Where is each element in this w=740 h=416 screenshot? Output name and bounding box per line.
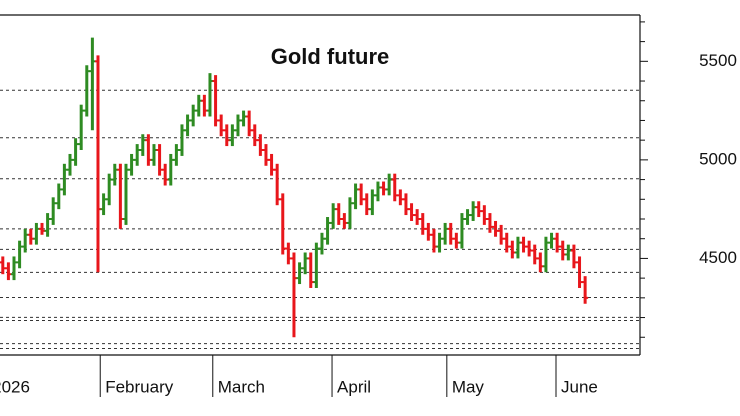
x-tick-label: February xyxy=(105,377,174,396)
x-tick-label: March xyxy=(218,377,265,396)
y-tick-label: 5500 xyxy=(699,51,737,70)
chart-title: Gold future xyxy=(271,44,390,69)
x-tick-label: May xyxy=(452,377,485,396)
x-tick-label: 2026 xyxy=(0,377,30,396)
y-tick-label: 4500 xyxy=(699,248,737,267)
x-tick-label: April xyxy=(337,377,371,396)
y-tick-label: 5000 xyxy=(699,149,737,168)
x-tick-label: June xyxy=(561,377,598,396)
plot-area xyxy=(0,37,640,349)
